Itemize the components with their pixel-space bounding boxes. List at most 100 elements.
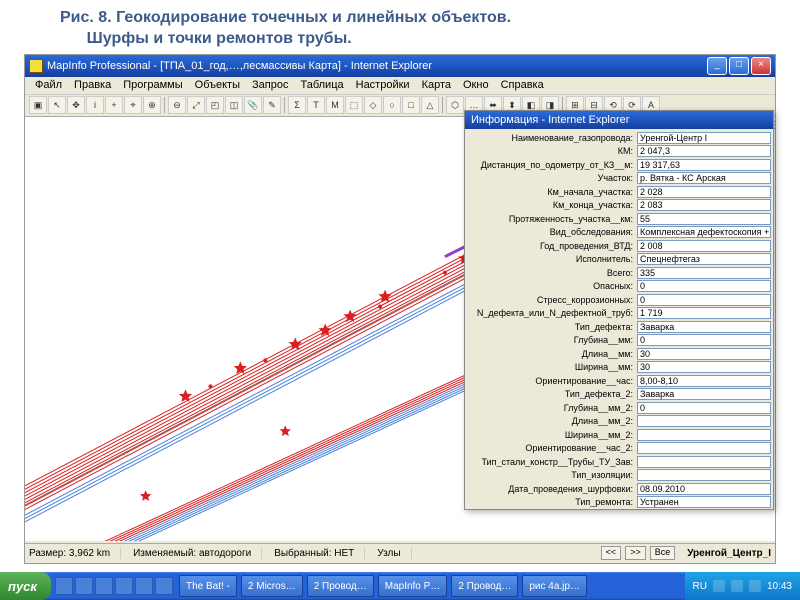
maximize-button[interactable]: □ — [729, 57, 749, 75]
info-value[interactable] — [637, 415, 771, 427]
menu-item[interactable]: Справка — [495, 79, 550, 91]
start-button[interactable]: пуск — [0, 572, 51, 600]
info-value[interactable]: 2 028 — [637, 186, 771, 198]
toolbar-button[interactable]: ⊖ — [168, 96, 186, 114]
info-label: Дата_проведения_шурфовки: — [467, 484, 637, 494]
ql-icon[interactable] — [95, 577, 113, 595]
info-row: Км_конца_участка:2 083 — [467, 199, 771, 213]
task-item[interactable]: 2 Провод… — [451, 575, 518, 597]
status-fwd-button[interactable]: >> — [625, 546, 646, 560]
ql-icon[interactable] — [135, 577, 153, 595]
ql-icon[interactable] — [75, 577, 93, 595]
tray-lang[interactable]: RU — [693, 581, 707, 592]
info-label: Ориентирование__час: — [467, 376, 637, 386]
info-row: Тип_изоляции: — [467, 469, 771, 483]
info-value[interactable]: 30 — [637, 361, 771, 373]
minimize-button[interactable]: _ — [707, 57, 727, 75]
menu-item[interactable]: Программы — [117, 79, 188, 91]
menu-item[interactable]: Карта — [416, 79, 457, 91]
info-value[interactable]: Уренгой-Центр I — [637, 132, 771, 144]
info-label: Ширина__мм: — [467, 362, 637, 372]
toolbar-button[interactable]: ○ — [383, 96, 401, 114]
tray-icon[interactable] — [749, 580, 761, 592]
task-item[interactable]: 2 Провод… — [307, 575, 374, 597]
info-value[interactable]: 335 — [637, 267, 771, 279]
toolbar-button[interactable]: + — [105, 96, 123, 114]
info-value[interactable]: 0 — [637, 334, 771, 346]
toolbar-button[interactable]: ⌖ — [124, 96, 142, 114]
toolbar-button[interactable]: ⬡ — [446, 96, 464, 114]
toolbar-button[interactable]: ↖ — [48, 96, 66, 114]
toolbar-button[interactable]: ◇ — [364, 96, 382, 114]
toolbar-button[interactable]: ✎ — [263, 96, 281, 114]
toolbar-button[interactable]: M — [326, 96, 344, 114]
info-value[interactable] — [637, 456, 771, 468]
info-value[interactable]: Спецнефтегаз — [637, 253, 771, 265]
info-value[interactable]: 2 047,3 — [637, 145, 771, 157]
status-back-button[interactable]: << — [601, 546, 622, 560]
toolbar-button[interactable]: ◰ — [206, 96, 224, 114]
info-value[interactable]: 19 317,63 — [637, 159, 771, 171]
info-value[interactable]: 0 — [637, 294, 771, 306]
toolbar-button[interactable]: i — [86, 96, 104, 114]
info-value[interactable]: 0 — [637, 402, 771, 414]
toolbar-button[interactable]: △ — [421, 96, 439, 114]
taskbar: пуск The Bat! -2 Micros…2 Провод…MapInfo… — [0, 572, 800, 600]
tray-icon[interactable] — [731, 580, 743, 592]
menu-item[interactable]: Правка — [68, 79, 117, 91]
info-label: Ориентирование__час_2: — [467, 443, 637, 453]
toolbar-button[interactable]: ⊕ — [143, 96, 161, 114]
info-value[interactable]: 1 719 — [637, 307, 771, 319]
info-value[interactable]: 0 — [637, 280, 771, 292]
toolbar-button[interactable]: ⤢ — [187, 96, 205, 114]
ql-icon[interactable] — [155, 577, 173, 595]
toolbar-button[interactable]: T — [307, 96, 325, 114]
window-title: MapInfo Professional - [ТПА_01_год,…,лес… — [47, 60, 707, 72]
ql-icon[interactable] — [115, 577, 133, 595]
info-value[interactable] — [637, 442, 771, 454]
menu-item[interactable]: Окно — [457, 79, 495, 91]
toolbar-button[interactable]: ⬚ — [345, 96, 363, 114]
task-item[interactable]: The Bat! - — [179, 575, 237, 597]
info-value[interactable]: 2 008 — [637, 240, 771, 252]
info-row: Наименование_газопровода:Уренгой-Центр I — [467, 131, 771, 145]
info-row: Глубина__мм:0 — [467, 334, 771, 348]
info-value[interactable]: 2 083 — [637, 199, 771, 211]
tray-icon[interactable] — [713, 580, 725, 592]
menu-item[interactable]: Файл — [29, 79, 68, 91]
info-row: Всего:335 — [467, 266, 771, 280]
info-value[interactable]: Устранен — [637, 496, 771, 508]
info-row: Тип_ремонта:Устранен — [467, 496, 771, 510]
status-all-button[interactable]: Все — [650, 546, 676, 560]
toolbar-button[interactable]: Σ — [288, 96, 306, 114]
ql-icon[interactable] — [55, 577, 73, 595]
info-value[interactable]: 30 — [637, 348, 771, 360]
menu-item[interactable]: Настройки — [350, 79, 416, 91]
close-button[interactable]: × — [751, 57, 771, 75]
toolbar-button[interactable]: ✥ — [67, 96, 85, 114]
info-value[interactable] — [637, 429, 771, 441]
info-row: Протяженность_участка__км:55 — [467, 212, 771, 226]
task-item[interactable]: 2 Micros… — [241, 575, 303, 597]
info-label: Тип_ремонта: — [467, 497, 637, 507]
toolbar-button[interactable]: ▣ — [29, 96, 47, 114]
toolbar-button[interactable]: 📎 — [244, 96, 262, 114]
info-value[interactable]: 08.09.2010 — [637, 483, 771, 495]
info-value[interactable]: Заварка — [637, 388, 771, 400]
info-value[interactable]: Комплексная дефектоскопия + СКС — [637, 226, 771, 238]
task-item[interactable]: MapInfo P… — [378, 575, 448, 597]
menu-item[interactable]: Таблица — [294, 79, 349, 91]
info-value[interactable]: Заварка — [637, 321, 771, 333]
info-value[interactable]: 8,00-8,10 — [637, 375, 771, 387]
toolbar-button[interactable]: ◫ — [225, 96, 243, 114]
info-value[interactable]: 55 — [637, 213, 771, 225]
menu-item[interactable]: Запрос — [246, 79, 294, 91]
task-item[interactable]: рис 4a.jp… — [522, 575, 587, 597]
status-selected: Выбранный: НЕТ — [274, 548, 365, 559]
info-row: Ориентирование__час:8,00-8,10 — [467, 374, 771, 388]
info-value[interactable] — [637, 469, 771, 481]
toolbar-button[interactable]: □ — [402, 96, 420, 114]
menu-item[interactable]: Объекты — [189, 79, 246, 91]
info-value[interactable]: р. Вятка - КС Арская — [637, 172, 771, 184]
info-label: Дистанция_по_одометру_от_КЗ__м: — [467, 160, 637, 170]
